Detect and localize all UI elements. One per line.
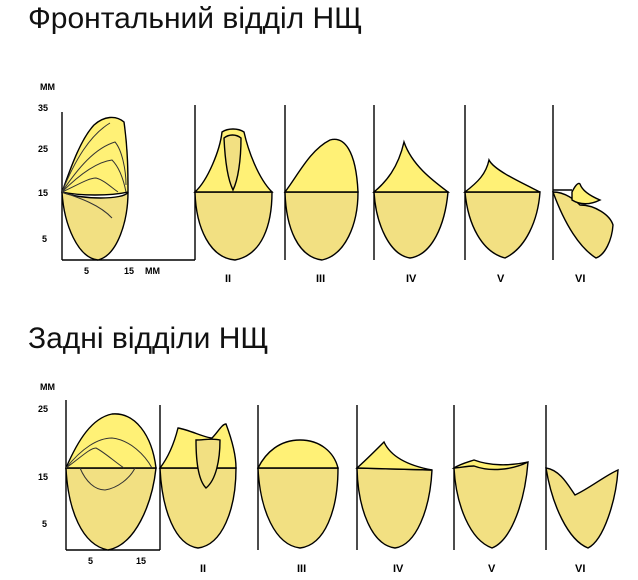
bottom-stage3-root xyxy=(257,467,339,549)
top-stage1-growth-line-3 xyxy=(61,159,127,193)
bottom-stage1-growth-line-2 xyxy=(65,447,125,469)
bottom-stage2-root xyxy=(159,467,237,549)
bottom-x-tick-15: 15 xyxy=(136,556,146,566)
top-stage-label-6: VI xyxy=(575,273,585,285)
bottom-stage5-root xyxy=(453,460,529,549)
top-x-tick-5: 5 xyxy=(84,266,89,276)
top-y-tick-5: 5 xyxy=(42,234,47,244)
bottom-stage-label-2: II xyxy=(200,563,206,575)
top-x-tick-15: 15 xyxy=(124,266,134,276)
bottom-stage-label-5: V xyxy=(488,563,496,575)
bottom-stage2-pulp xyxy=(195,438,221,489)
top-stage5-crown xyxy=(462,157,541,193)
bottom-y-tick-5: 5 xyxy=(42,519,47,529)
bottom-stage-label-3: III xyxy=(297,563,306,575)
top-y-tick-25: 25 xyxy=(38,144,48,154)
top-stage1-crown xyxy=(61,116,129,196)
title-posterior: Задні відділи НЩ xyxy=(28,322,269,355)
top-stage5-root xyxy=(464,191,541,259)
bottom-stage1-crown xyxy=(64,413,157,469)
top-panel: ММ 35 25 15 5 5 15 ММ II III IV xyxy=(38,82,614,285)
bottom-stage1-growth-line-3 xyxy=(79,467,136,491)
top-stage2-pulp xyxy=(223,134,242,192)
top-stage2-root xyxy=(194,191,273,261)
top-stage6-crown xyxy=(571,182,602,205)
top-stage3-root xyxy=(284,191,359,261)
top-stage-label-4: IV xyxy=(406,273,417,285)
top-stage1-root xyxy=(61,190,129,261)
bottom-stage1-root xyxy=(65,467,157,551)
bottom-panel: ММ 25 15 5 5 15 II III IV V xyxy=(38,382,619,575)
top-stage1-growth-line-5 xyxy=(61,191,113,219)
top-stage3-crown xyxy=(283,138,359,193)
top-stage-label-3: III xyxy=(316,273,325,285)
top-stage4-root xyxy=(373,191,449,259)
bottom-stage-label-4: IV xyxy=(393,563,404,575)
top-stage-label-5: V xyxy=(497,273,505,285)
title-frontal: Фронтальний відділ НЩ xyxy=(28,2,363,35)
top-stage-label-2: II xyxy=(225,273,231,285)
top-stage1-growth-line-1 xyxy=(61,122,111,193)
top-stage1-growth-line-2 xyxy=(61,141,127,193)
bottom-stage4-crown xyxy=(355,440,433,471)
bottom-stage5-crown xyxy=(451,459,529,471)
top-stage1-growth-line-4 xyxy=(61,177,119,193)
bottom-stage4-root xyxy=(356,467,433,549)
bottom-stage3-crown xyxy=(256,439,339,469)
top-stage4-crown xyxy=(372,139,451,193)
top-unit-label: ММ xyxy=(40,82,55,92)
bottom-y-tick-15: 15 xyxy=(38,472,48,482)
bottom-y-tick-25: 25 xyxy=(38,404,48,414)
bottom-x-tick-5: 5 xyxy=(88,556,93,566)
bottom-stage1-growth-line-1 xyxy=(65,437,153,469)
top-y-tick-35: 35 xyxy=(38,103,48,113)
bottom-stage6-root xyxy=(545,467,619,549)
top-x-unit: ММ xyxy=(145,266,160,276)
top-y-tick-15: 15 xyxy=(38,188,48,198)
bottom-stage-label-6: VI xyxy=(575,563,585,575)
bottom-unit-label: ММ xyxy=(40,382,55,392)
